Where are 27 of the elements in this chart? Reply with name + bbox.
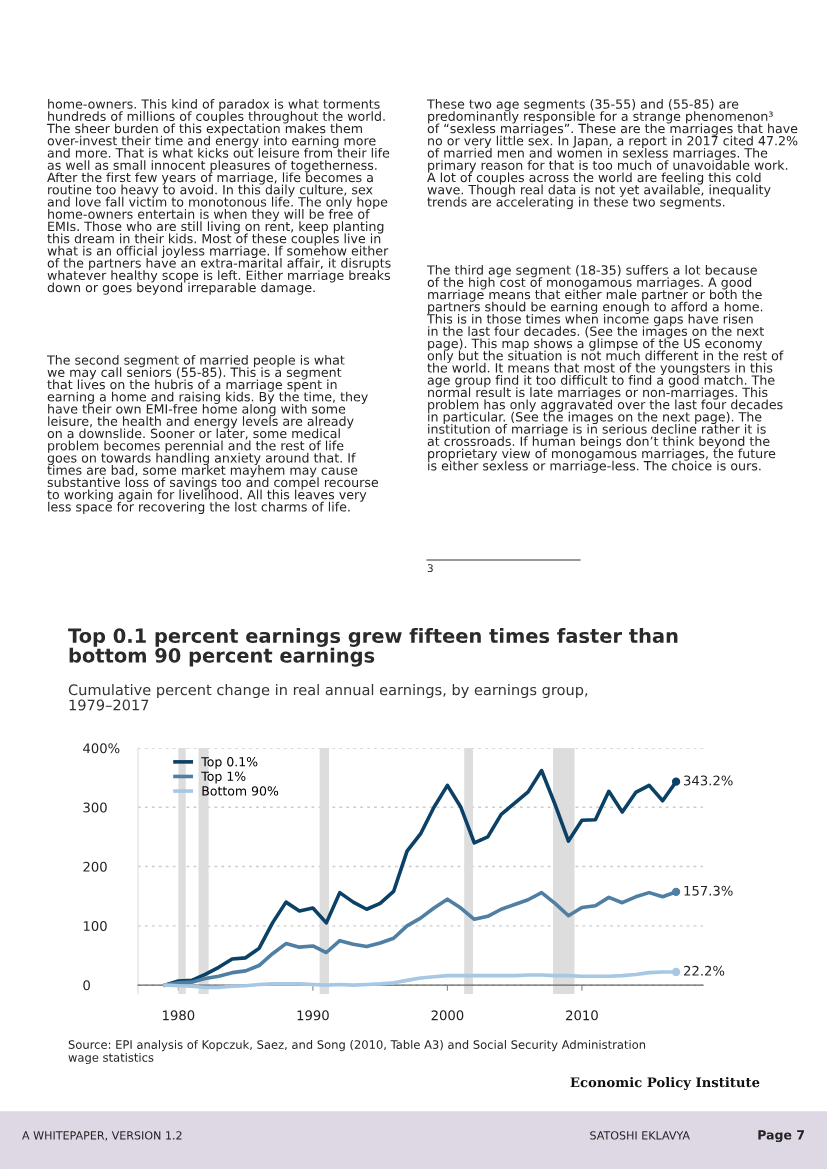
y-tick-label: 0 <box>83 980 90 991</box>
x-tick-label: 1980 <box>163 1010 195 1021</box>
text: 3 <box>427 564 433 573</box>
x-tick-label: 1990 <box>297 1010 329 1021</box>
text: Page 7 <box>758 1130 804 1143</box>
chart-title: Top 0.1 percent earnings grew fifteen times faster than bottom 90 percent earnings <box>68 628 678 667</box>
text: The third age segment (18-35) suffers a lot because of the high cost of monogamous marriages. A good marriage means that either male partner or both the partners should be earning enough to afford a home. This is in those times when income gaps have risen in the last four decades. (See the images on the next page). This map shows a glimpse of the US economy only but the situation is not much different in the rest of the world. It means that most of the youngsters in this age group find it too difficult to find a good match. The normal result is late marriages or non-marriages. This problem has only aggravated over the last four decades in particular. (See the images on the next page). The institution of marriage is in serious decline rather it is at crossroads. If human beings don’t think beyond the proprietary view of monogamous marriages, the future is either sexless or marriage-less. The choice is ours. <box>426 265 784 473</box>
y-tick-label: 400% <box>83 743 120 754</box>
text: SATOSHI EKLAVYA <box>590 1131 690 1140</box>
y-tick-label: 200 <box>83 861 107 872</box>
text: Economic Policy Institute <box>570 1077 760 1090</box>
legend-label: Top 0.1% <box>201 756 258 769</box>
source-note: Source: EPI analysis of Kopczuk, Saez, and Song (2010, Table A3) and Social Security Administration wage statistics <box>68 1040 646 1065</box>
legend-label: Top 1% <box>201 771 246 784</box>
chart-subtitle: Cumulative percent change in real annual earnings, by earnings group, 1979–2017 <box>68 684 588 711</box>
data-label: 343.2% <box>684 775 733 786</box>
data-label: 22.2% <box>684 965 725 976</box>
x-tick-label: 2010 <box>566 1010 598 1021</box>
text: These two age segments (35-55) and (55-85) are predominantly responsible for a strange phenomenon³ of “sexless marriages”. These are the marriages that have no or very little sex. In Japan, a report in 2017 cited 47.2% of married men and women in sexless marriages. The primary reason for that is too much of unavoidable work. A lot of couples across the world are feeling this cold wave. Though real data is not yet available, inequality trends are accelerating in these two segments. <box>426 99 798 210</box>
y-tick-label: 100 <box>83 921 107 932</box>
text: A WHITEPAPER, VERSION 1.2 <box>22 1131 182 1141</box>
x-tick-label: 2000 <box>431 1010 464 1021</box>
y-tick-label: 300 <box>83 802 107 813</box>
legend-label: Bottom 90% <box>202 786 279 796</box>
text: home-owners. This kind of paradox is what torments hundreds of millions of couples throughout the world. The sheer burden of this expectation makes them over-invest their time and energy into earning more and more. That is what kicks out leisure from their life as well as small innocent pleasures of togetherness. After the first few years of marriage, life becomes a routine too heavy to avoid. In this daily culture, sex and love fall victim to monotonous life. The only hope home-owners entertain is when they will be free of EMIs. Those who are still living on rent, keep planting this dream in their kids. Most of these couples live in what is an official joyless marriage. If somehow either of the partners have an extra-marital affair, it disrupts whatever healthy scope is left. Either marriage breaks down or goes beyond irreparable damage. <box>46 99 391 295</box>
data-label: 157.3% <box>684 885 733 896</box>
text: The second segment of married people is what we may call seniors (55-85). This is a segment that lives on the hubris of a marriage spent in earning a home and raising kids. By the time, they have their own EMI-free home along with some leisure, the health and energy levels are already on a downslide. Sooner or later, some medical problem becomes perennial and the rest of life goes on towards handling anxiety around that. If times are bad, some market mayhem may cause substantive loss of savings too and compel recourse to working again for livelihood. All this leaves very less space for recovering the lost charms of life. <box>46 355 379 515</box>
